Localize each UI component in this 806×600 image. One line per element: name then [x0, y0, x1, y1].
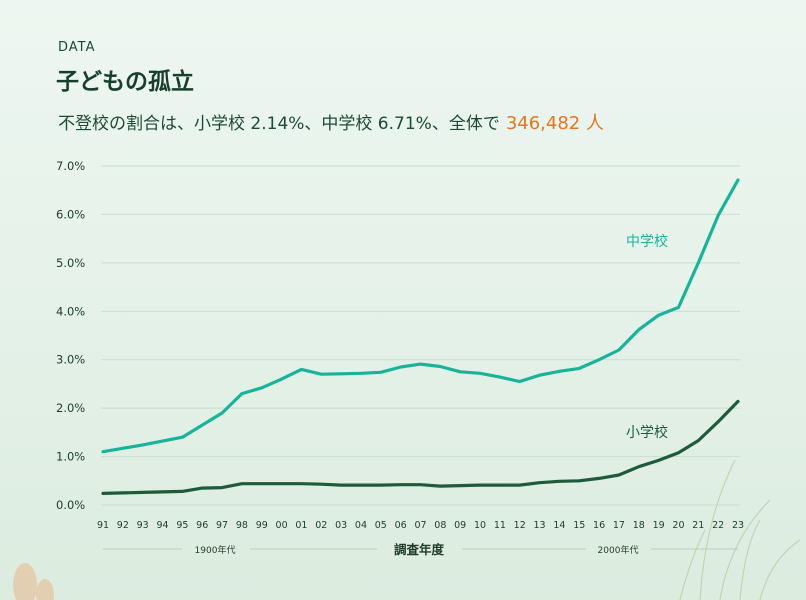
x-axis-title: 調査年度 — [394, 542, 445, 557]
page-title: 子どもの孤立 — [56, 69, 194, 95]
x-tick-label: 00 — [276, 520, 288, 531]
series-lines — [101, 178, 740, 495]
y-tick-label: 1.0% — [56, 450, 85, 464]
x-tick-label: 99 — [256, 520, 268, 531]
x-tick-label: 91 — [97, 520, 109, 531]
x-tick-label: 23 — [732, 520, 744, 531]
y-tick-label: 2.0% — [56, 401, 85, 415]
series-label-middle-school: 中学校 — [626, 233, 668, 250]
x-tick-label: 08 — [434, 520, 446, 531]
x-tick-label: 17 — [613, 520, 625, 531]
x-tick-label: 98 — [236, 520, 248, 531]
series-line-elementary — [101, 399, 740, 495]
x-tick-label: 01 — [295, 520, 307, 531]
grid-lines — [101, 165, 740, 506]
x-tick-label: 19 — [653, 520, 665, 531]
x-tick-label: 05 — [375, 520, 387, 531]
x-tick-label: 92 — [117, 520, 129, 531]
y-axis-ticks: 0.0% 1.0% 2.0% 3.0% 4.0% 5.0% 6.0% 7.0% — [56, 159, 85, 512]
x-tick-label: 04 — [355, 520, 367, 531]
y-tick-label: 7.0% — [56, 159, 85, 173]
era-label-2000s: 2000年代 — [598, 544, 639, 556]
x-tick-label: 22 — [712, 520, 724, 531]
x-tick-label: 11 — [494, 520, 506, 531]
x-tick-label: 13 — [534, 520, 546, 531]
x-tick-label: 94 — [156, 520, 168, 531]
series-line-middle-school — [101, 178, 740, 454]
x-tick-label: 21 — [692, 520, 704, 531]
x-tick-label: 06 — [395, 520, 407, 531]
era-label-1900s: 1900年代 — [195, 544, 236, 556]
x-tick-label: 97 — [216, 520, 228, 531]
y-tick-label: 0.0% — [56, 498, 85, 512]
y-tick-label: 5.0% — [56, 256, 85, 270]
kicker-label: DATA — [58, 40, 96, 55]
subtitle-text: 不登校の割合は、小学校 2.14%、中学校 6.71%、全体で — [58, 114, 500, 134]
x-tick-label: 03 — [335, 520, 347, 531]
x-tick-label: 18 — [633, 520, 645, 531]
x-tick-label: 12 — [514, 520, 526, 531]
x-tick-label: 96 — [196, 520, 208, 531]
x-tick-label: 10 — [474, 520, 486, 531]
x-tick-label: 16 — [593, 520, 605, 531]
x-tick-label: 93 — [137, 520, 149, 531]
subtitle: 不登校の割合は、小学校 2.14%、中学校 6.71%、全体で 346,482 人 — [58, 109, 604, 135]
y-tick-label: 6.0% — [56, 207, 85, 221]
x-axis-ticks: 91 92 93 94 95 96 97 98 99 00 01 02 03 04 05 06 07 08 09 10… — [97, 520, 744, 531]
y-tick-label: 3.0% — [56, 353, 85, 367]
series-label-elementary: 小学校 — [626, 424, 668, 441]
x-tick-label: 14 — [553, 520, 565, 531]
x-tick-label: 07 — [414, 520, 426, 531]
subtitle-highlight: 346,482 人 — [505, 113, 604, 134]
x-tick-label: 20 — [672, 520, 684, 531]
x-tick-label: 09 — [454, 520, 466, 531]
x-tick-label: 15 — [573, 520, 585, 531]
x-tick-label: 95 — [176, 520, 188, 531]
x-tick-label: 02 — [315, 520, 327, 531]
y-tick-label: 4.0% — [56, 304, 85, 318]
